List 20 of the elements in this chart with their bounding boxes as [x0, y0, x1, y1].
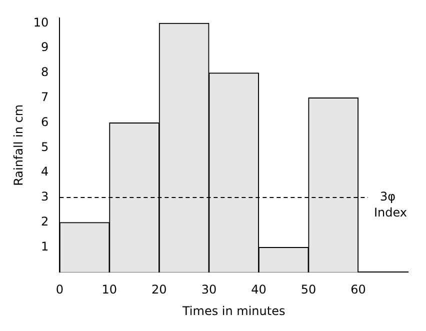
x-axis-title: Times in minutes: [181, 304, 286, 318]
y-tick-label: 7: [41, 90, 49, 104]
x-tick-label: 0: [56, 282, 64, 297]
x-tick-label: 50: [300, 282, 316, 297]
x-tick-label: 60: [350, 282, 366, 297]
ref-line-label: 3φ Index: [374, 190, 408, 220]
x-tick-label: 40: [251, 282, 266, 297]
y-tick-label: 9: [41, 40, 49, 54]
y-tick-label: 6: [41, 114, 49, 129]
y-tick-label: 2: [41, 214, 49, 229]
x-tick-label: 20: [152, 282, 167, 297]
x-tick-label: 30: [201, 282, 217, 297]
y-tick-label: 10: [33, 15, 49, 30]
x-tick-label: 10: [102, 282, 118, 297]
y-tick-label: 8: [41, 65, 49, 80]
y-tick-label: 4: [41, 164, 49, 179]
y-axis-title: Rainfall in cm: [11, 104, 26, 186]
y-tick-label: 1: [41, 239, 49, 254]
y-tick-label: 5: [41, 140, 49, 154]
y-tick-label: 3: [41, 190, 49, 204]
